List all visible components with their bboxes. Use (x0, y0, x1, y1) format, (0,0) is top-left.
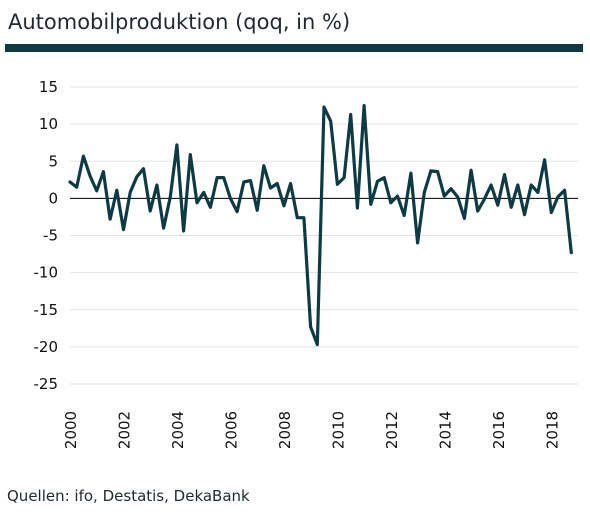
y-tick-label: -5 (43, 227, 58, 245)
title-rule (5, 44, 583, 52)
x-tick-label: 2008 (276, 411, 294, 449)
x-tick-label: 2000 (62, 411, 80, 449)
x-tick-label: 2014 (436, 411, 454, 449)
source-note: Quellen: ifo, Destatis, DekaBank (7, 487, 250, 505)
y-tick-label: -25 (34, 375, 59, 393)
x-tick-label: 2018 (543, 411, 561, 449)
series (68, 103, 573, 347)
gridlines (70, 86, 578, 385)
series-line (68, 103, 573, 347)
chart-title: Automobilproduktion (qoq, in %) (8, 10, 351, 34)
y-tick-label: -15 (34, 301, 59, 319)
x-tick-label: 2006 (222, 411, 240, 449)
x-tick-label: 2012 (383, 411, 401, 449)
y-tick-label: 5 (48, 152, 58, 170)
x-tick-label: 2010 (329, 411, 347, 449)
x-tick-label: 2002 (115, 411, 133, 449)
x-tick-label: 2004 (169, 411, 187, 449)
x-axis-ticks: 2000 2002 2004 2006 2008 2010 2012 2014 2016 2018 (62, 411, 561, 449)
y-tick-label: 15 (39, 78, 58, 96)
y-tick-label: 0 (48, 189, 58, 207)
x-tick-label: 2016 (490, 411, 508, 449)
y-tick-label: 10 (39, 115, 58, 133)
y-axis-ticks: 15 10 5 0 -5 -10 -15 -20 -25 (34, 78, 59, 393)
y-tick-label: -10 (34, 264, 59, 282)
y-tick-label: -20 (34, 338, 59, 356)
